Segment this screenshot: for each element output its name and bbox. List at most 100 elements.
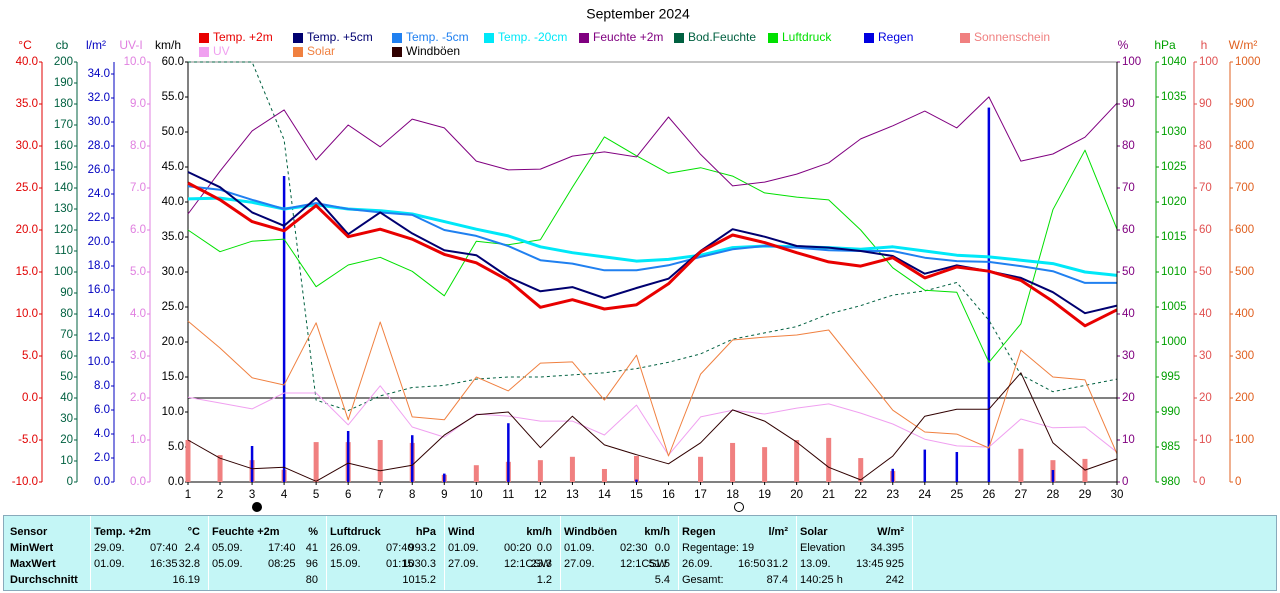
x-tick-label: 20 — [790, 489, 803, 501]
stats-cell: 29.09. — [94, 542, 125, 554]
x-tick-label: 5 — [313, 489, 319, 501]
series-line — [188, 61, 1118, 412]
stats-cell: MinWert — [10, 542, 54, 554]
x-tick-label: 17 — [694, 489, 707, 501]
stats-unit: % — [308, 526, 318, 538]
y-tick-label: 110 — [55, 245, 73, 257]
stats-cell: 16:50 — [738, 558, 766, 570]
y-tick-label: 7.0 — [130, 182, 146, 194]
x-tick-label: 10 — [470, 489, 483, 501]
stats-cell: 02:30 — [620, 542, 648, 554]
stats-cell: 993.2 — [408, 542, 436, 554]
axis-title: km/h — [155, 38, 181, 52]
stats-block: Feuchte +2m% 05.09. 17:40 41 05.09. 08:25 96 80 — [208, 516, 327, 590]
y-tick-label: 100 — [1235, 434, 1254, 446]
y-tick-label: 3.0 — [130, 350, 146, 362]
y-tick-label: 20.0 — [88, 236, 110, 248]
y-tick-label: 0 — [1122, 476, 1128, 488]
stats-block: Temp. +2m °C 29.09. 07:40 2.4 01.09. 16:35 32.8… — [90, 516, 209, 590]
legend-label: Temp. +2m — [213, 30, 273, 44]
y-tick-label: 1.0 — [130, 434, 146, 446]
stats-cell: 12:1CSW — [620, 558, 668, 570]
y-tick-label: 55.0 — [162, 91, 184, 103]
y-tick-label: 50 — [1122, 266, 1135, 278]
sunshine-bar — [826, 437, 832, 482]
y-tick-label: 20.0 — [16, 224, 38, 236]
y-tick-label: 0 — [1199, 476, 1205, 488]
y-tick-label: 10.0 — [88, 356, 110, 368]
y-tick-label: 30.0 — [88, 116, 110, 128]
y-tick-label: 300 — [1235, 350, 1254, 362]
y-tick-label: 60 — [60, 350, 73, 362]
x-tick-label: 7 — [377, 489, 383, 501]
series-line — [187, 185, 1117, 284]
y-tick-label: 20 — [1199, 392, 1212, 404]
stats-cell: 26.09. — [330, 542, 361, 554]
stats-cell: 00:20 — [504, 542, 532, 554]
stats-title: Feuchte +2m — [212, 526, 280, 538]
y-tick-label: 60.0 — [162, 56, 184, 68]
y-tick-label: 130 — [54, 203, 73, 215]
x-tick-label: 28 — [1047, 489, 1060, 501]
y-tick-label: 30.0 — [162, 266, 184, 278]
y-tick-label: 180 — [54, 98, 73, 110]
x-tick-label: 23 — [886, 489, 899, 501]
stats-cell: Gesamt: — [682, 574, 724, 586]
y-tick-label: 90 — [1122, 98, 1135, 110]
y-tick-label: -5.0 — [18, 434, 38, 446]
stats-cell: 08:25 — [268, 558, 296, 570]
y-tick-label: 80 — [60, 308, 73, 320]
legend-label: UV — [213, 44, 230, 58]
y-tick-label: 45.0 — [162, 161, 184, 173]
sunshine-bar — [858, 458, 864, 482]
y-tick-label: 100 — [54, 266, 73, 278]
y-tick-label: 28.0 — [88, 140, 110, 152]
stats-cell: 16.19 — [172, 574, 200, 586]
y-tick-label: -10.0 — [12, 476, 38, 488]
axis-title: hPa — [1154, 38, 1176, 52]
legend-label: Regen — [878, 30, 913, 44]
sunshine-bar — [730, 442, 736, 482]
series-line — [187, 372, 1118, 482]
y-tick-label: 5.0 — [130, 266, 146, 278]
stats-block: Sensor MinWert MaxWert Durchschnitt — [6, 516, 91, 590]
y-tick-label: 25.0 — [16, 182, 38, 194]
x-tick-label: 22 — [854, 489, 867, 501]
legend-label: Windböen — [406, 44, 460, 58]
stats-cell: Regentage: 19 — [682, 542, 755, 554]
y-tick-label: 80 — [1199, 140, 1212, 152]
y-tick-label: 90 — [1199, 98, 1212, 110]
x-tick-label: 2 — [217, 489, 223, 501]
stats-cell: 01.09. — [564, 542, 595, 554]
stats-cell: 12:1CSW — [504, 558, 552, 570]
legend-swatch — [864, 33, 874, 43]
sunshine-bar — [185, 440, 191, 482]
stats-unit: °C — [187, 526, 200, 538]
axis-title: W/m² — [1229, 38, 1258, 52]
sunshine-bar — [601, 468, 607, 482]
stats-unit: W/m² — [877, 526, 904, 538]
x-tick-label: 30 — [1111, 489, 1124, 501]
legend-label: Temp. -5cm — [406, 30, 469, 44]
y-tick-label: 40.0 — [16, 56, 38, 68]
stats-block: Luftdruck hPa 26.09. 07:40 993.2 15.09. 01:15 1… — [326, 516, 445, 590]
sunshine-bar — [537, 460, 543, 482]
y-tick-label: 20 — [1122, 392, 1135, 404]
y-tick-label: 1035 — [1161, 91, 1187, 103]
y-tick-label: 0.0 — [168, 476, 184, 488]
y-tick-label: 1030 — [1161, 126, 1187, 138]
stats-cell: 16:35 — [150, 558, 178, 570]
x-tick-label: 19 — [758, 489, 771, 501]
y-tick-label: 70 — [60, 329, 73, 341]
y-tick-label: 8.0 — [130, 140, 146, 152]
stats-cell: 01.09. — [94, 558, 125, 570]
rain-bar — [955, 452, 959, 482]
rain-bar — [282, 176, 286, 482]
y-tick-label: 0.0 — [94, 476, 110, 488]
y-tick-label: 700 — [1235, 182, 1254, 194]
y-tick-label: 70 — [1199, 182, 1212, 194]
y-tick-label: 6.0 — [130, 224, 146, 236]
x-tick-label: 6 — [345, 489, 351, 501]
y-tick-label: 1000 — [1235, 56, 1261, 68]
legend-swatch — [960, 33, 970, 43]
